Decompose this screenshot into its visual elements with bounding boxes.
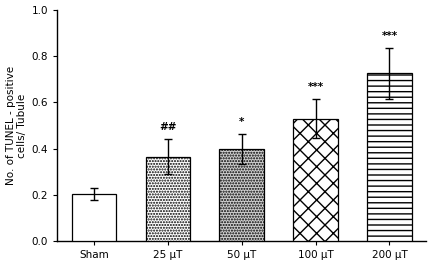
Y-axis label: No. of TUNEL - positive
cells/ Tubule: No. of TUNEL - positive cells/ Tubule <box>6 66 27 185</box>
Bar <box>293 119 338 242</box>
Bar <box>219 149 264 242</box>
Text: *: * <box>239 117 245 127</box>
Bar <box>367 73 412 242</box>
Bar <box>72 194 116 242</box>
Text: ##: ## <box>159 122 177 132</box>
Text: ***: *** <box>308 82 324 92</box>
Text: ***: *** <box>381 31 397 41</box>
Bar <box>146 157 190 242</box>
